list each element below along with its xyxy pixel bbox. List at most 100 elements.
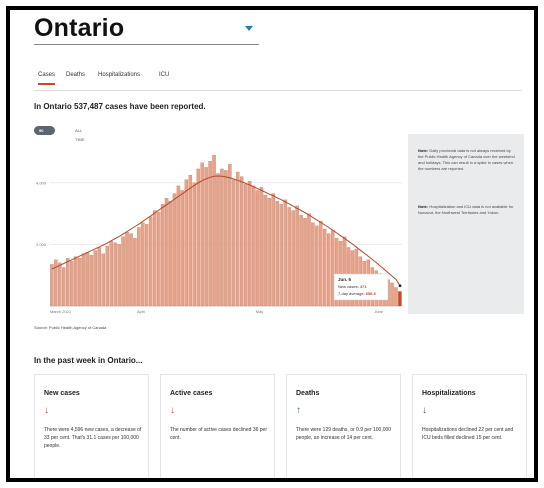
chart-bar[interactable] [334, 238, 339, 307]
chevron-down-icon[interactable] [245, 26, 253, 31]
chart-bar[interactable] [243, 184, 248, 307]
chart-bar[interactable] [129, 233, 133, 307]
chart-bar[interactable] [232, 179, 236, 307]
chart-bar[interactable] [338, 241, 343, 307]
chart-bar[interactable] [267, 198, 272, 307]
chart-bar[interactable] [77, 258, 82, 307]
chart-bar[interactable] [275, 201, 280, 307]
chart-bar[interactable] [73, 256, 78, 307]
chart-bar[interactable] [105, 245, 109, 307]
chart-bar[interactable] [200, 162, 204, 307]
chart-bar[interactable] [149, 216, 153, 307]
chart-bar[interactable] [239, 176, 244, 307]
arrow-down-icon: ↓ [170, 405, 175, 416]
chart-bar[interactable] [58, 262, 62, 307]
cases-chart[interactable]: 4,000 2,000 March 2021 April May June Jun. 6 Ne… [34, 148, 406, 318]
chart-bar[interactable] [141, 222, 145, 307]
chart-bar[interactable] [188, 174, 193, 307]
chart-bar[interactable] [196, 168, 200, 307]
chart-bar[interactable] [50, 264, 54, 307]
range-all-time-button[interactable]: ALL TIME [75, 128, 85, 142]
chart-bar[interactable] [184, 179, 189, 307]
card-text: There were 129 deaths, or 0.9 per 100,00… [296, 427, 392, 441]
range-90-days-button[interactable]: 90 DAYS [34, 126, 55, 142]
card-text: There were 4,596 new cases, a decrease o… [44, 427, 142, 449]
chart-bar[interactable] [125, 231, 129, 307]
chart-bar[interactable] [81, 253, 86, 307]
chart-bar[interactable] [224, 170, 228, 307]
chart-bar[interactable] [342, 236, 347, 307]
chart-bar[interactable] [236, 171, 240, 307]
chart-bar[interactable] [85, 251, 90, 307]
tab-icu[interactable]: ICU [159, 72, 170, 78]
chart-bar[interactable] [212, 154, 216, 307]
chart-bar[interactable] [62, 267, 66, 307]
chart-bar[interactable] [291, 210, 295, 307]
chart-bar[interactable] [152, 210, 157, 307]
chart-bar[interactable] [319, 221, 323, 307]
chart-bar[interactable] [113, 242, 117, 307]
card-title: Deaths [296, 390, 320, 397]
chart-bar[interactable] [168, 201, 173, 307]
tab-cases[interactable]: Cases [38, 72, 56, 85]
card-deaths: Deaths ↑ There were 129 deaths, or 0.9 p… [286, 374, 401, 478]
chart-bar[interactable] [117, 244, 121, 307]
chart-bar[interactable] [208, 161, 212, 307]
chart-bar[interactable] [259, 187, 264, 307]
chart-bar[interactable] [311, 222, 315, 307]
chart-bar[interactable] [176, 185, 181, 307]
chart-bar[interactable] [287, 207, 291, 307]
arrow-down-icon: ↓ [422, 405, 427, 416]
chart-bar[interactable] [220, 168, 224, 307]
tab-hospitalizations[interactable]: Hospitalizations [98, 72, 141, 78]
chart-bar[interactable] [145, 224, 149, 307]
screenshot-frame: Ontario Cases Deaths Hospitalizations IC… [6, 6, 538, 482]
chart-bar[interactable] [109, 241, 113, 307]
chart-bar[interactable] [398, 291, 402, 307]
chart-bar[interactable] [315, 225, 319, 307]
chart-bar[interactable] [279, 204, 283, 307]
chart-bar[interactable] [65, 258, 70, 307]
tab-deaths[interactable]: Deaths [66, 72, 86, 78]
chart-bar[interactable] [247, 181, 252, 307]
chart-bar[interactable] [283, 199, 287, 307]
chart-bar[interactable] [228, 164, 232, 307]
chart-bar[interactable] [93, 250, 98, 307]
chart-bar[interactable] [255, 190, 260, 307]
chart-bar[interactable] [263, 194, 268, 307]
chart-bar[interactable] [89, 255, 94, 307]
chart-bar[interactable] [172, 193, 177, 307]
chart-bar[interactable] [271, 193, 276, 307]
card-text: Hospitalizations declined 22 per cent an… [422, 427, 514, 441]
chart-bar[interactable] [54, 259, 58, 307]
chart-bar[interactable] [69, 261, 74, 307]
chart-bar[interactable] [299, 214, 303, 307]
chart-bar[interactable] [251, 185, 256, 307]
chart-bar[interactable] [160, 204, 165, 307]
chart-bar[interactable] [216, 173, 220, 307]
region-selector[interactable]: Ontario [34, 14, 125, 42]
cases-headline: In Ontario 537,487 cases have been repor… [34, 102, 206, 111]
region-underline [34, 44, 259, 45]
chart-bar[interactable] [137, 227, 141, 307]
chart-bar[interactable] [394, 287, 398, 307]
chart-bar[interactable] [133, 238, 137, 307]
chart-bar[interactable] [323, 228, 327, 307]
chart-bar[interactable] [101, 253, 106, 307]
chart-bar[interactable] [192, 182, 196, 307]
chart-bar[interactable] [121, 236, 125, 307]
chart-bar[interactable] [307, 213, 311, 307]
source-text: Source: Public Health Agency of Canada [34, 325, 107, 330]
chart-bar[interactable] [295, 205, 299, 307]
chart-bar[interactable] [156, 211, 161, 307]
chart-bar[interactable] [303, 218, 307, 307]
chart-bar[interactable] [327, 233, 331, 307]
chart-bar[interactable] [204, 167, 208, 307]
card-title: New cases [44, 390, 80, 397]
x-tick-label: March 2021 [50, 309, 72, 314]
chart-bar[interactable] [390, 282, 394, 307]
chart-bar[interactable] [180, 190, 185, 307]
card-new-cases: New cases ↓ There were 4,596 new cases, … [34, 374, 149, 478]
chart-bar[interactable] [97, 247, 102, 307]
chart-bar[interactable] [164, 198, 169, 307]
